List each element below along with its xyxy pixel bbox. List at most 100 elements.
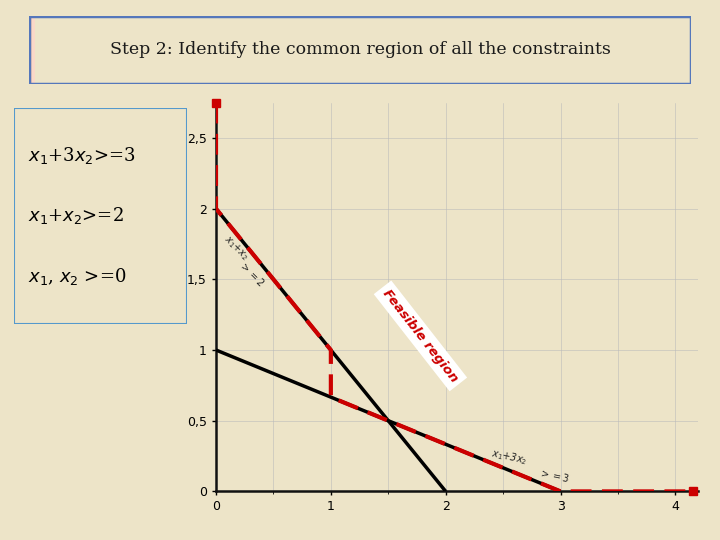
Text: Feasible region: Feasible region xyxy=(380,287,461,385)
Bar xyxy=(31,16,35,84)
Bar xyxy=(31,16,35,84)
Bar xyxy=(32,16,35,84)
Bar xyxy=(31,16,35,84)
Bar xyxy=(32,16,35,84)
Bar xyxy=(30,16,34,84)
Bar xyxy=(30,16,32,84)
Bar xyxy=(30,16,34,84)
Bar xyxy=(31,16,35,84)
Bar xyxy=(30,16,34,84)
Bar xyxy=(32,16,35,84)
Bar xyxy=(32,16,35,84)
Bar xyxy=(30,16,32,84)
Bar xyxy=(30,16,33,84)
Bar xyxy=(30,16,33,84)
Bar xyxy=(30,16,32,84)
Bar xyxy=(31,16,35,84)
Bar xyxy=(31,16,35,84)
Bar xyxy=(32,16,35,84)
Bar xyxy=(32,16,35,84)
Bar xyxy=(30,16,32,84)
Bar xyxy=(30,16,34,84)
Bar xyxy=(30,16,34,84)
Bar xyxy=(29,16,32,84)
Bar xyxy=(31,16,34,84)
Bar xyxy=(30,16,32,84)
Text: $>= 3$: $>= 3$ xyxy=(539,467,572,485)
Bar xyxy=(30,16,34,84)
Bar xyxy=(32,16,35,84)
Bar xyxy=(32,16,35,84)
Bar xyxy=(30,16,34,84)
Bar xyxy=(31,16,35,84)
Bar xyxy=(31,16,35,84)
Bar xyxy=(31,16,34,84)
Bar xyxy=(29,16,32,84)
Bar xyxy=(32,16,35,84)
Bar xyxy=(30,16,34,84)
Bar xyxy=(32,16,35,84)
Bar xyxy=(30,16,34,84)
Bar xyxy=(30,16,34,84)
Bar xyxy=(32,16,35,84)
Text: Step 2: Identify the common region of all the constraints: Step 2: Identify the common region of al… xyxy=(109,42,611,58)
Bar xyxy=(29,16,32,84)
Bar xyxy=(30,16,33,84)
Bar xyxy=(31,16,34,84)
Bar xyxy=(31,16,35,84)
Bar xyxy=(32,16,35,84)
Bar xyxy=(32,16,35,84)
Bar xyxy=(30,16,33,84)
Bar xyxy=(31,16,35,84)
Bar xyxy=(31,16,35,84)
Bar xyxy=(31,16,34,84)
Bar xyxy=(29,16,32,84)
Bar xyxy=(30,16,33,84)
Bar xyxy=(32,16,35,84)
Bar xyxy=(30,16,34,84)
Bar xyxy=(31,16,34,84)
Bar xyxy=(30,16,33,84)
Bar xyxy=(32,16,35,84)
Bar xyxy=(30,16,34,84)
Text: $>= 2$: $>= 2$ xyxy=(238,259,268,289)
Bar xyxy=(30,16,32,84)
Bar xyxy=(30,16,32,84)
Bar xyxy=(32,16,35,84)
Bar xyxy=(32,16,35,84)
Bar xyxy=(30,16,33,84)
Bar xyxy=(30,16,33,84)
Bar xyxy=(30,16,34,84)
Bar xyxy=(30,16,34,84)
Bar xyxy=(31,16,35,84)
Bar xyxy=(32,16,35,84)
Bar xyxy=(30,16,32,84)
Bar xyxy=(32,16,35,84)
Bar xyxy=(31,16,34,84)
Bar xyxy=(29,16,32,84)
Bar xyxy=(30,16,33,84)
Bar xyxy=(31,16,35,84)
Bar xyxy=(32,16,35,84)
Bar xyxy=(30,16,33,84)
Bar xyxy=(31,16,35,84)
Bar xyxy=(32,16,35,84)
Text: $x_1$, $x_2$ >=0: $x_1$, $x_2$ >=0 xyxy=(28,266,127,287)
Bar xyxy=(30,16,33,84)
Bar xyxy=(30,16,33,84)
Bar xyxy=(30,16,33,84)
Bar xyxy=(30,16,32,84)
Bar xyxy=(31,16,34,84)
Bar xyxy=(30,16,33,84)
Bar xyxy=(30,16,33,84)
Bar xyxy=(30,16,34,84)
Bar xyxy=(32,16,35,84)
FancyBboxPatch shape xyxy=(14,108,187,324)
Bar xyxy=(32,16,35,84)
Bar xyxy=(32,16,35,84)
Bar xyxy=(30,16,33,84)
Bar xyxy=(30,16,32,84)
Bar xyxy=(30,16,32,84)
Bar xyxy=(32,16,35,84)
Bar xyxy=(29,16,32,84)
